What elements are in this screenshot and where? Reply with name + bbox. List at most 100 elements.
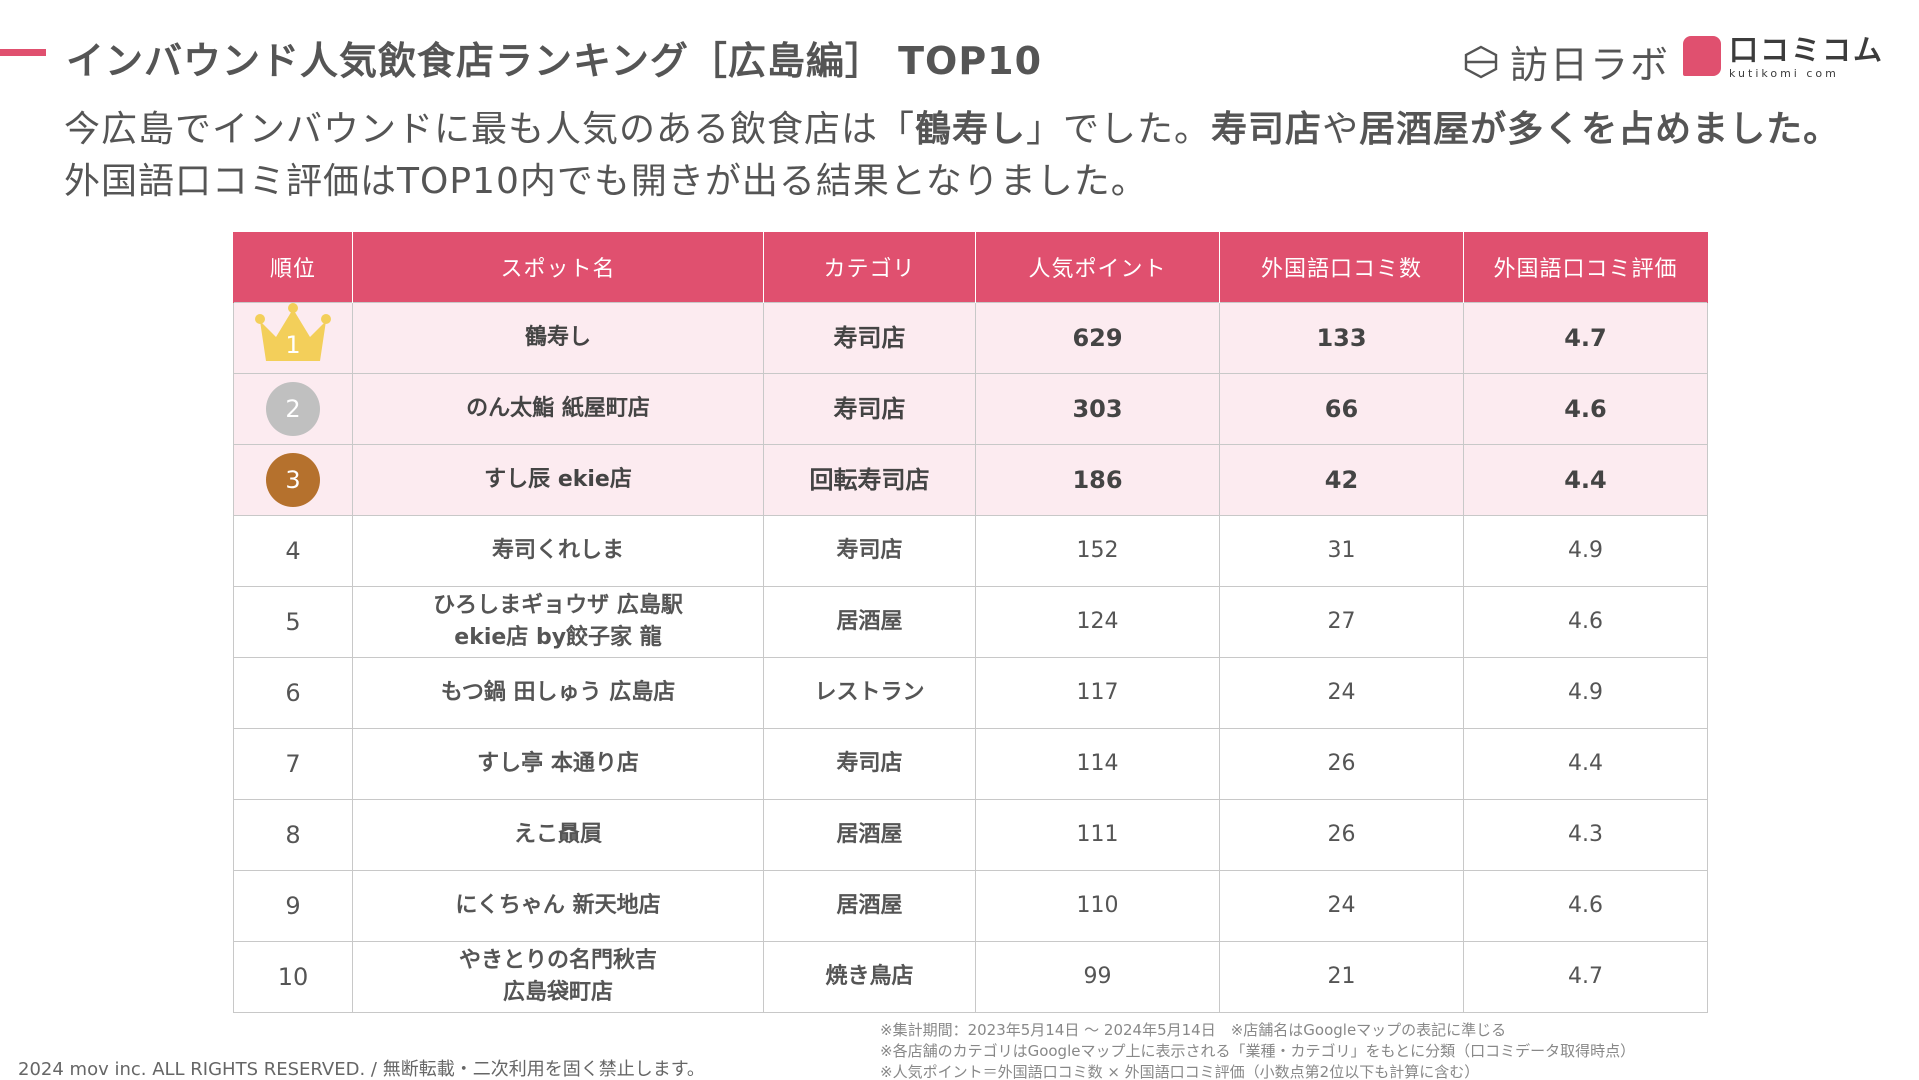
houni-labo-logo: 訪日ラボ bbox=[1462, 34, 1670, 89]
spot-name-line: 広島袋町店 bbox=[502, 979, 613, 1005]
houni-labo-wordmark: 訪日ラボ bbox=[1510, 43, 1671, 87]
review-count-cell: 21 bbox=[1219, 940, 1464, 1013]
houni-labo-mark-icon bbox=[1464, 45, 1498, 78]
points-cell: 629 bbox=[975, 301, 1220, 374]
review-count-cell: 24 bbox=[1219, 656, 1464, 729]
page-title: インバウンド人気飲食店ランキング［広島編］ TOP10 bbox=[66, 39, 1043, 83]
points-cell: 152 bbox=[975, 514, 1220, 587]
spot-name-cell: やきとりの名門秋吉 広島袋町店 bbox=[352, 940, 764, 1013]
category-cell: 居酒屋 bbox=[763, 798, 976, 871]
footnote-points-formula: ※人気ポイント＝外国語口コミ数 × 外国語口コミ評価（小数点第2位以下も計算に含… bbox=[880, 1063, 1480, 1080]
lead-line-1: 今広島でインバウンドに最も人気のある飲食店は「鶴寿し」でした。寿司店や居酒屋が多… bbox=[64, 104, 1840, 156]
footnote-period: ※集計期間：2023年5月14日 〜 2024年5月14日 ※店舗名はGoogl… bbox=[880, 1021, 1507, 1039]
table-row: 9 にくちゃん 新天地店 居酒屋 110 24 4.6 bbox=[233, 869, 1708, 942]
lead-highlight-top-spot: 鶴寿し bbox=[915, 109, 1027, 150]
kuchikomi-wordmark: 口コミコム bbox=[1729, 33, 1885, 67]
spot-name-cell: すし亭 本通り店 bbox=[352, 727, 764, 800]
spot-name-cell: 寿司くれしま bbox=[352, 514, 764, 587]
review-count-cell: 133 bbox=[1219, 301, 1464, 374]
category-cell: 居酒屋 bbox=[763, 585, 976, 658]
header-foreign-review-rating: 外国語口コミ評価 bbox=[1463, 232, 1708, 302]
rank-cell: 2 bbox=[233, 372, 353, 445]
spot-name-cell: すし辰 ekie店 bbox=[352, 443, 764, 516]
category-cell: 居酒屋 bbox=[763, 869, 976, 942]
lead-text-part: 今広島でインバウンドに最も人気のある飲食店は「 bbox=[64, 109, 916, 150]
spot-name-cell: ひろしまギョウザ 広島駅 ekie店 by餃子家 龍 bbox=[352, 585, 764, 658]
spot-name-cell: もつ鍋 田しゅう 広島店 bbox=[352, 656, 764, 729]
kuchikomi-speech-bubble-icon bbox=[1683, 36, 1721, 76]
category-cell: 回転寿司店 bbox=[763, 443, 976, 516]
rating-cell: 4.4 bbox=[1463, 443, 1708, 516]
rating-cell: 4.4 bbox=[1463, 727, 1708, 800]
rating-cell: 4.3 bbox=[1463, 798, 1708, 871]
table-row: 5 ひろしまギョウザ 広島駅 ekie店 by餃子家 龍 居酒屋 124 27 4… bbox=[233, 585, 1708, 658]
review-count-cell: 66 bbox=[1219, 372, 1464, 445]
review-count-cell: 26 bbox=[1219, 798, 1464, 871]
rating-cell: 4.6 bbox=[1463, 869, 1708, 942]
category-cell: 寿司店 bbox=[763, 301, 976, 374]
review-count-cell: 24 bbox=[1219, 869, 1464, 942]
points-cell: 111 bbox=[975, 798, 1220, 871]
table-row: 6 もつ鍋 田しゅう 広島店 レストラン 117 24 4.9 bbox=[233, 656, 1708, 729]
points-cell: 303 bbox=[975, 372, 1220, 445]
review-count-cell: 26 bbox=[1219, 727, 1464, 800]
rank-cell: 3 bbox=[233, 443, 353, 516]
table-row: 10 やきとりの名門秋吉 広島袋町店 焼き鳥店 99 21 4.7 bbox=[233, 940, 1708, 1013]
bronze-medal-icon: 3 bbox=[266, 452, 320, 507]
rank-cell: 10 bbox=[233, 940, 353, 1013]
spot-name-line: ekie店 by餃子家 龍 bbox=[454, 624, 662, 650]
table-header-row: 順位 スポット名 カテゴリ 人気ポイント 外国語口コミ数 外国語口コミ評価 bbox=[233, 232, 1708, 302]
ranking-table: 順位 スポット名 カテゴリ 人気ポイント 外国語口コミ数 外国語口コミ評価 1 bbox=[233, 232, 1708, 1013]
spot-name-cell: えこ贔屓 bbox=[352, 798, 764, 871]
points-cell: 110 bbox=[975, 869, 1220, 942]
points-cell: 117 bbox=[975, 656, 1220, 729]
spot-name-line: ひろしまギョウザ 広島駅 bbox=[433, 592, 683, 618]
silver-medal-icon: 2 bbox=[266, 381, 320, 436]
category-cell: 寿司店 bbox=[763, 514, 976, 587]
rating-cell: 4.7 bbox=[1463, 940, 1708, 1013]
footnotes: ※集計期間：2023年5月14日 〜 2024年5月14日 ※店舗名はGoogl… bbox=[880, 1020, 1635, 1080]
header-foreign-review-count: 外国語口コミ数 bbox=[1219, 232, 1464, 302]
review-count-cell: 27 bbox=[1219, 585, 1464, 658]
header-category: カテゴリ bbox=[763, 232, 976, 302]
table-row: 1 鶴寿し 寿司店 629 133 4.7 bbox=[233, 301, 1708, 374]
category-cell: 寿司店 bbox=[763, 727, 976, 800]
lead-text-part: や bbox=[1322, 109, 1360, 150]
lead-text: 今広島でインバウンドに最も人気のある飲食店は「鶴寿し」でした。寿司店や居酒屋が多… bbox=[64, 104, 1840, 208]
spot-name-cell: のん太鮨 紙屋町店 bbox=[352, 372, 764, 445]
header-rank: 順位 bbox=[233, 232, 353, 302]
lead-highlight-sushi: 寿司店 bbox=[1211, 109, 1323, 150]
rating-cell: 4.6 bbox=[1463, 585, 1708, 658]
lead-line-2: 外国語口コミ評価はTOP10内でも開きが出る結果となりました。 bbox=[64, 161, 1148, 202]
table-row: 3 すし辰 ekie店 回転寿司店 186 42 4.4 bbox=[233, 443, 1708, 516]
points-cell: 186 bbox=[975, 443, 1220, 516]
title-accent-bar bbox=[0, 49, 46, 56]
kuchikomi-com-logo: 口コミコム kutikomi com bbox=[1683, 36, 1884, 79]
lead-text-part: 」でした。 bbox=[1026, 109, 1212, 150]
rank-number: 2 bbox=[285, 394, 301, 423]
table-row: 4 寿司くれしま 寿司店 152 31 4.9 bbox=[233, 514, 1708, 587]
rank-cell: 8 bbox=[233, 798, 353, 871]
review-count-cell: 31 bbox=[1219, 514, 1464, 587]
rank-cell: 1 bbox=[233, 301, 353, 374]
rating-cell: 4.9 bbox=[1463, 514, 1708, 587]
table-row: 7 すし亭 本通り店 寿司店 114 26 4.4 bbox=[233, 727, 1708, 800]
category-cell: レストラン bbox=[763, 656, 976, 729]
category-cell: 焼き鳥店 bbox=[763, 940, 976, 1013]
points-cell: 99 bbox=[975, 940, 1220, 1013]
header-popularity-points: 人気ポイント bbox=[975, 232, 1220, 302]
spot-name-cell: にくちゃん 新天地店 bbox=[352, 869, 764, 942]
table-row: 8 えこ贔屓 居酒屋 111 26 4.3 bbox=[233, 798, 1708, 871]
rating-cell: 4.9 bbox=[1463, 656, 1708, 729]
footnote-category: ※各店舗のカテゴリはGoogleマップ上に表示される「業種・カテゴリ」をもとに分… bbox=[880, 1042, 1636, 1060]
kuchikomi-sub-wordmark: kutikomi com bbox=[1729, 67, 1839, 80]
copyright-notice: 2024 mov inc. ALL RIGHTS RESERVED. / 無断転… bbox=[18, 1059, 705, 1080]
spot-name-line: やきとりの名門秋吉 bbox=[458, 947, 657, 973]
rank-cell: 4 bbox=[233, 514, 353, 587]
rank-cell: 9 bbox=[233, 869, 353, 942]
spot-name-cell: 鶴寿し bbox=[352, 301, 764, 374]
rank-cell: 7 bbox=[233, 727, 353, 800]
rank-number: 3 bbox=[285, 465, 301, 494]
gold-crown-icon: 1 bbox=[254, 302, 332, 365]
rank-cell: 5 bbox=[233, 585, 353, 658]
